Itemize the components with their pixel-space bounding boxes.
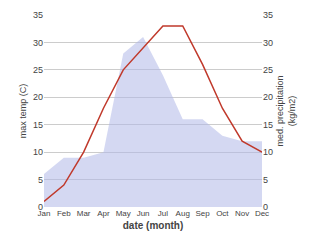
svg-text:25: 25 [263, 65, 273, 75]
svg-text:5: 5 [38, 175, 43, 185]
svg-text:Aug: Aug [176, 209, 190, 218]
svg-text:May: May [116, 209, 131, 218]
svg-text:0: 0 [263, 202, 268, 212]
svg-text:Dec: Dec [255, 209, 269, 218]
svg-text:15: 15 [33, 120, 43, 130]
svg-text:30: 30 [33, 38, 43, 48]
svg-text:Oct: Oct [216, 209, 229, 218]
svg-text:25: 25 [33, 65, 43, 75]
svg-text:20: 20 [263, 92, 273, 102]
svg-text:0: 0 [38, 202, 43, 212]
svg-text:15: 15 [263, 120, 273, 130]
svg-text:Jan: Jan [38, 209, 51, 218]
svg-text:30: 30 [263, 38, 273, 48]
svg-text:35: 35 [263, 10, 273, 20]
svg-text:Mar: Mar [77, 209, 91, 218]
svg-text:10: 10 [263, 147, 273, 157]
svg-text:5: 5 [263, 175, 268, 185]
svg-text:10: 10 [33, 147, 43, 157]
svg-text:Jul: Jul [158, 209, 168, 218]
svg-text:Feb: Feb [57, 209, 71, 218]
svg-text:Nov: Nov [235, 209, 249, 218]
svg-text:20: 20 [33, 92, 43, 102]
svg-text:date (month): date (month) [123, 220, 184, 231]
svg-text:max temp (C): max temp (C) [18, 84, 28, 139]
svg-text:Sep: Sep [195, 209, 210, 218]
svg-text:Jun: Jun [137, 209, 150, 218]
svg-text:35: 35 [33, 10, 43, 20]
svg-text:med. precipitation(kg/m2): med. precipitation(kg/m2) [275, 75, 297, 146]
svg-text:Apr: Apr [97, 209, 110, 218]
